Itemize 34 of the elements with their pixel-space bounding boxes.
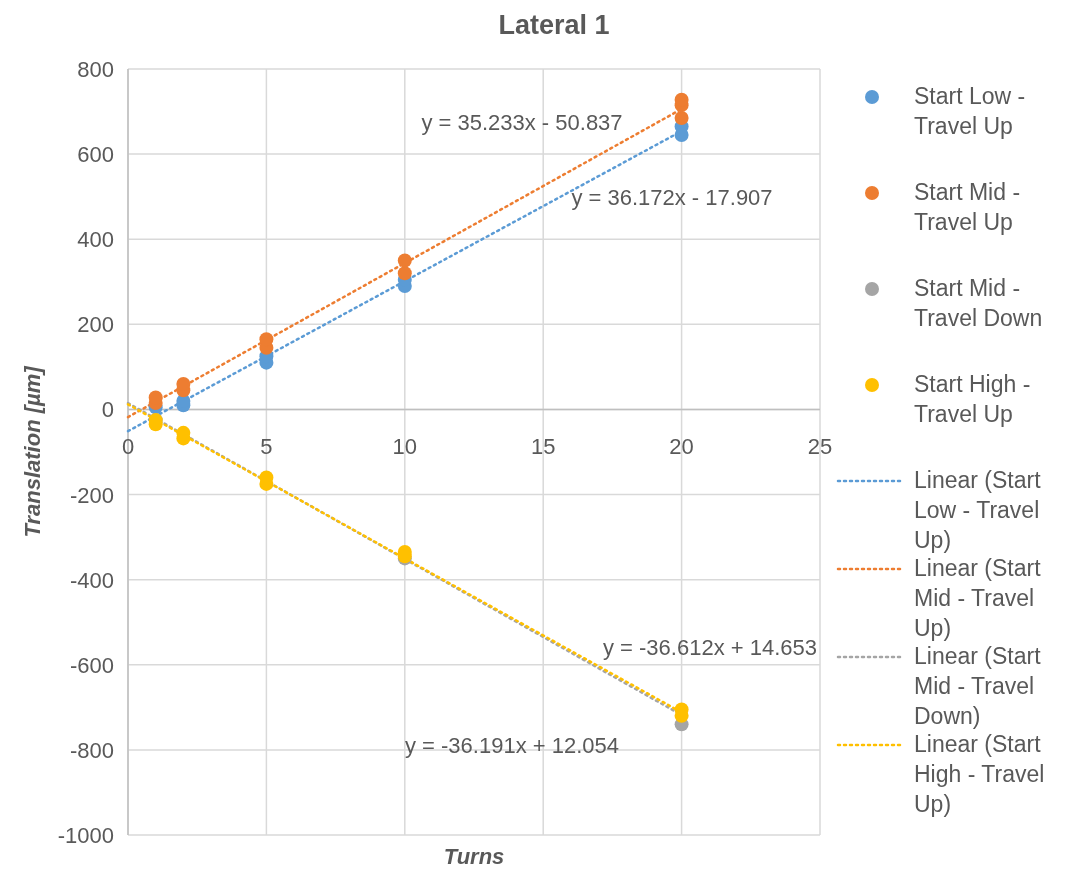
legend-label: Start Mid - Travel Down [914, 275, 1043, 331]
x-tick-label: 15 [530, 434, 556, 460]
legend-label: Start High - Travel Up [914, 371, 1031, 427]
y-tick-label: 400 [77, 227, 114, 253]
y-tick-label: -200 [69, 482, 114, 508]
legend-label: Linear (Start Mid - Travel Down) [914, 643, 1042, 729]
point [674, 110, 689, 125]
legend-label: Start Low - Travel Up [914, 83, 1026, 139]
x-tick-label: 5 [260, 434, 273, 460]
legend-label: Linear (Start High - Travel Up) [914, 731, 1045, 817]
y-tick-label: 800 [77, 57, 114, 82]
legend-label: Start Mid - Travel Up [914, 179, 1021, 235]
x-tick-label: 10 [392, 434, 418, 460]
point [397, 266, 412, 281]
point [397, 253, 412, 268]
legend-label: Linear (Start Mid - Travel Up) [914, 555, 1042, 641]
x-tick-label: 0 [121, 434, 135, 460]
y-tick-label: -400 [69, 567, 114, 593]
annotation: y = -36.612x + 14.653 [602, 635, 818, 660]
y-tick-label: -600 [69, 652, 114, 678]
y-tick-label: -800 [69, 737, 114, 763]
y-tick-label: -1000 [57, 823, 114, 848]
annotation: y = 36.172x - 17.907 [571, 185, 773, 210]
y-axis-title: Translation [µm] [20, 365, 45, 538]
legend-label: Linear (Start Low - Travel Up) [914, 467, 1042, 553]
x-tick-label: 25 [807, 434, 833, 460]
x-axis-title: Turns [443, 844, 505, 869]
chart-title: Lateral 1 [498, 10, 610, 40]
annotation: y = 35.233x - 50.837 [421, 110, 623, 135]
x-tick-label: 20 [669, 434, 694, 460]
y-tick-label: 200 [77, 312, 114, 338]
y-tick-label: 0 [101, 397, 114, 423]
annotation: y = -36.191x + 12.054 [404, 733, 620, 758]
y-tick-label: 600 [77, 142, 114, 168]
